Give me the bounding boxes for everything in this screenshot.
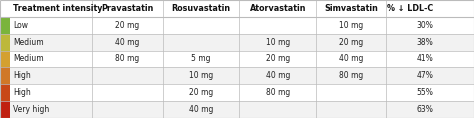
Bar xyxy=(0,67,10,84)
Text: Rosuvastatin: Rosuvastatin xyxy=(172,4,230,13)
Text: 30%: 30% xyxy=(416,21,433,30)
Text: Treatment intensity: Treatment intensity xyxy=(13,4,102,13)
Bar xyxy=(0,51,474,67)
Text: 20 mg: 20 mg xyxy=(339,38,364,47)
Text: Medium: Medium xyxy=(13,55,44,63)
Text: 10 mg: 10 mg xyxy=(189,71,213,80)
Text: 20 mg: 20 mg xyxy=(265,55,290,63)
Bar xyxy=(0,84,474,101)
Text: 40 mg: 40 mg xyxy=(115,38,140,47)
Text: Low: Low xyxy=(13,21,28,30)
Bar xyxy=(0,101,474,118)
Bar xyxy=(0,17,474,34)
Text: 5 mg: 5 mg xyxy=(191,55,211,63)
Bar xyxy=(0,34,474,51)
Text: 80 mg: 80 mg xyxy=(265,88,290,97)
Text: 55%: 55% xyxy=(416,88,433,97)
Text: 10 mg: 10 mg xyxy=(339,21,364,30)
Text: Atorvastatin: Atorvastatin xyxy=(249,4,306,13)
Bar xyxy=(0,101,10,118)
Text: 80 mg: 80 mg xyxy=(115,55,140,63)
Bar xyxy=(0,34,10,51)
Text: Very high: Very high xyxy=(13,105,49,114)
Text: 40 mg: 40 mg xyxy=(339,55,364,63)
Bar xyxy=(0,67,474,84)
Bar xyxy=(0,17,10,34)
Text: % ↓ LDL-C: % ↓ LDL-C xyxy=(387,4,433,13)
Text: 41%: 41% xyxy=(417,55,433,63)
Text: Medium: Medium xyxy=(13,38,44,47)
Text: Pravastatin: Pravastatin xyxy=(101,4,154,13)
Text: 10 mg: 10 mg xyxy=(265,38,290,47)
Text: 40 mg: 40 mg xyxy=(265,71,290,80)
Text: 20 mg: 20 mg xyxy=(115,21,140,30)
Text: 20 mg: 20 mg xyxy=(189,88,213,97)
Text: 47%: 47% xyxy=(416,71,433,80)
Bar xyxy=(0,51,10,67)
Bar xyxy=(0,84,10,101)
Text: Simvastatin: Simvastatin xyxy=(324,4,378,13)
Text: High: High xyxy=(13,71,30,80)
Text: 38%: 38% xyxy=(417,38,433,47)
Text: 63%: 63% xyxy=(416,105,433,114)
Bar xyxy=(0,0,474,17)
Text: High: High xyxy=(13,88,30,97)
Text: 80 mg: 80 mg xyxy=(339,71,364,80)
Text: 40 mg: 40 mg xyxy=(189,105,213,114)
